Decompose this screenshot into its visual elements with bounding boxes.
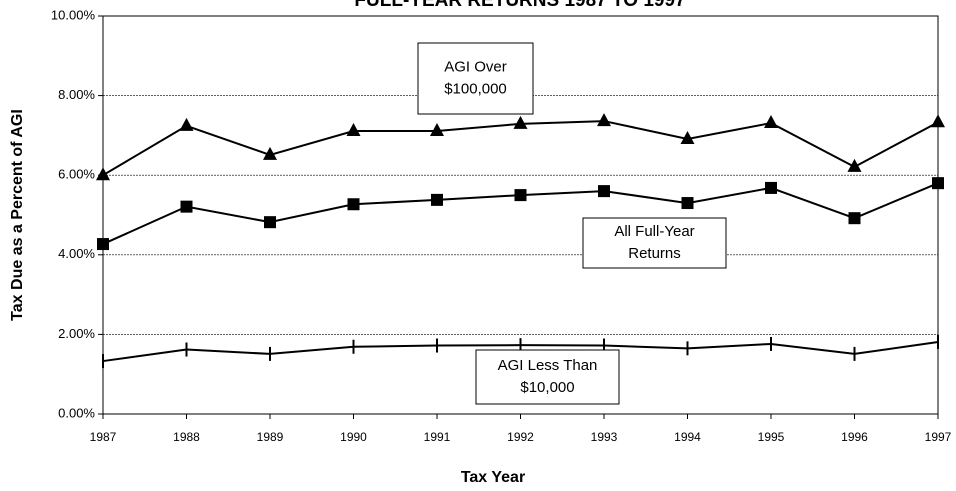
- point: [765, 181, 777, 194]
- x-tick-label: 1996: [841, 430, 868, 444]
- point: [598, 185, 610, 198]
- y-tick-label: 2.00%: [58, 326, 95, 341]
- y-tick-label: 0.00%: [58, 405, 95, 420]
- point: [680, 130, 695, 144]
- point: [180, 200, 193, 213]
- annotation-text: All Full-Year: [614, 223, 694, 240]
- x-tick-label: 1989: [257, 430, 284, 444]
- annotation-text: AGI Less Than: [498, 357, 598, 374]
- point: [347, 198, 360, 211]
- annotation-text: AGI Over: [444, 58, 507, 75]
- annotation-box: [417, 42, 534, 115]
- series-line: [102, 120, 939, 177]
- point: [179, 117, 194, 131]
- x-tick-label: 1988: [173, 430, 200, 444]
- x-axis-label: Tax Year: [461, 469, 525, 486]
- x-tick-label: 1990: [340, 430, 367, 444]
- point: [764, 115, 778, 129]
- annotation-box: [475, 349, 620, 405]
- chart-title: FULL-YEAR RETURNS 1987 TO 1997: [354, 0, 685, 11]
- point: [96, 167, 110, 181]
- x-tick-label: 1987: [90, 430, 117, 444]
- x-tick-label: 1995: [758, 430, 785, 444]
- x-tick-label: 1991: [424, 430, 451, 444]
- point: [847, 158, 862, 172]
- point: [431, 193, 443, 206]
- point: [848, 212, 861, 225]
- point: [346, 123, 361, 137]
- annotation-text: $10,000: [520, 379, 574, 396]
- x-tick-label: 1992: [507, 430, 534, 444]
- point: [681, 197, 694, 210]
- plot-area: [102, 15, 939, 415]
- point: [97, 238, 109, 251]
- point: [430, 123, 444, 137]
- x-tick-label: 1994: [674, 430, 701, 444]
- annotation-text: Returns: [628, 245, 681, 262]
- y-tick-label: 10.00%: [51, 7, 96, 22]
- point: [264, 216, 276, 229]
- y-axis-label: Tax Due as a Percent of AGI: [9, 109, 26, 321]
- point: [513, 115, 528, 129]
- y-tick-label: 4.00%: [58, 246, 95, 261]
- annotation-text: $100,000: [444, 80, 507, 97]
- point: [931, 114, 945, 128]
- point: [263, 146, 277, 160]
- annotation-box: [582, 217, 727, 269]
- point: [514, 189, 527, 202]
- point: [932, 177, 944, 190]
- y-tick-label: 6.00%: [58, 167, 95, 182]
- y-tick-label: 8.00%: [58, 87, 95, 102]
- point: [597, 113, 611, 127]
- x-tick-label: 1997: [925, 430, 952, 444]
- x-tick-label: 1993: [591, 430, 618, 444]
